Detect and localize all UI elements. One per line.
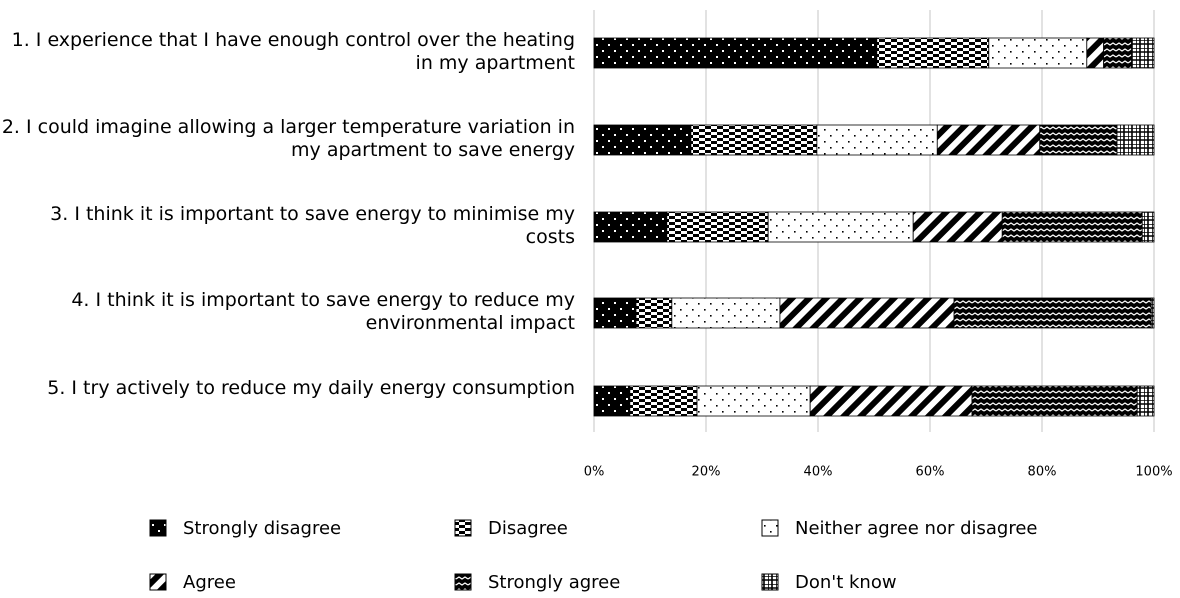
bar-segment (671, 297, 781, 329)
legend-swatch (149, 573, 167, 591)
bar-segment (593, 297, 637, 329)
bar-segment (629, 385, 698, 417)
bar-segment (1136, 385, 1155, 417)
legend-label: Disagree (488, 518, 568, 539)
bar-segment (936, 124, 1041, 156)
legend-swatch (761, 573, 779, 591)
bar-segment (593, 211, 668, 243)
x-tick-label: 80% (1028, 465, 1057, 480)
bar-segment (635, 297, 673, 329)
bar-segment (593, 124, 692, 156)
bar-segment (912, 211, 1003, 243)
bar-segment (690, 124, 818, 156)
legend-swatch (149, 519, 167, 537)
bar-segment (1039, 124, 1118, 156)
category-label: 3. I think it is important to save energ… (50, 203, 575, 248)
legend-swatch (454, 519, 472, 537)
x-tick-label: 40% (804, 465, 833, 480)
legend-label: Strongly disagree (183, 518, 341, 539)
category-label: 4. I think it is important to save energ… (71, 289, 575, 334)
bar-segment (809, 385, 973, 417)
bar-segment (816, 124, 938, 156)
bar-segment (1086, 37, 1105, 69)
bar-segment (696, 385, 811, 417)
bar-segment (988, 37, 1088, 69)
bar-segment (1150, 297, 1155, 329)
bar-segment (876, 37, 990, 69)
bar-segment (767, 211, 914, 243)
x-tick-label: 60% (916, 465, 945, 480)
x-tick-label: 0% (584, 465, 605, 480)
legend-swatch (454, 573, 472, 591)
legend-swatch (761, 519, 779, 537)
x-tick-label: 100% (1135, 465, 1172, 480)
category-label: 2. I could imagine allowing a larger tem… (1, 116, 575, 161)
bar-segment (1001, 211, 1143, 243)
bar-segment (593, 37, 878, 69)
x-tick-label: 20% (692, 465, 721, 480)
bar-segment (1141, 211, 1155, 243)
category-label: 5. I try actively to reduce my daily ene… (47, 377, 575, 399)
bar-segment (953, 297, 1152, 329)
legend-label: Agree (183, 572, 236, 593)
bar-segment (1131, 37, 1155, 69)
bar-segment (666, 211, 769, 243)
legend-label: Strongly agree (488, 572, 620, 593)
bar-segment (593, 385, 631, 417)
legend-label: Don't know (795, 572, 897, 593)
bar-segment (971, 385, 1138, 417)
bar-segment (1103, 37, 1132, 69)
category-label: 1. I experience that I have enough contr… (11, 29, 575, 74)
bar-segment (779, 297, 955, 329)
legend-label: Neither agree nor disagree (795, 518, 1038, 539)
bar-segment (1116, 124, 1155, 156)
